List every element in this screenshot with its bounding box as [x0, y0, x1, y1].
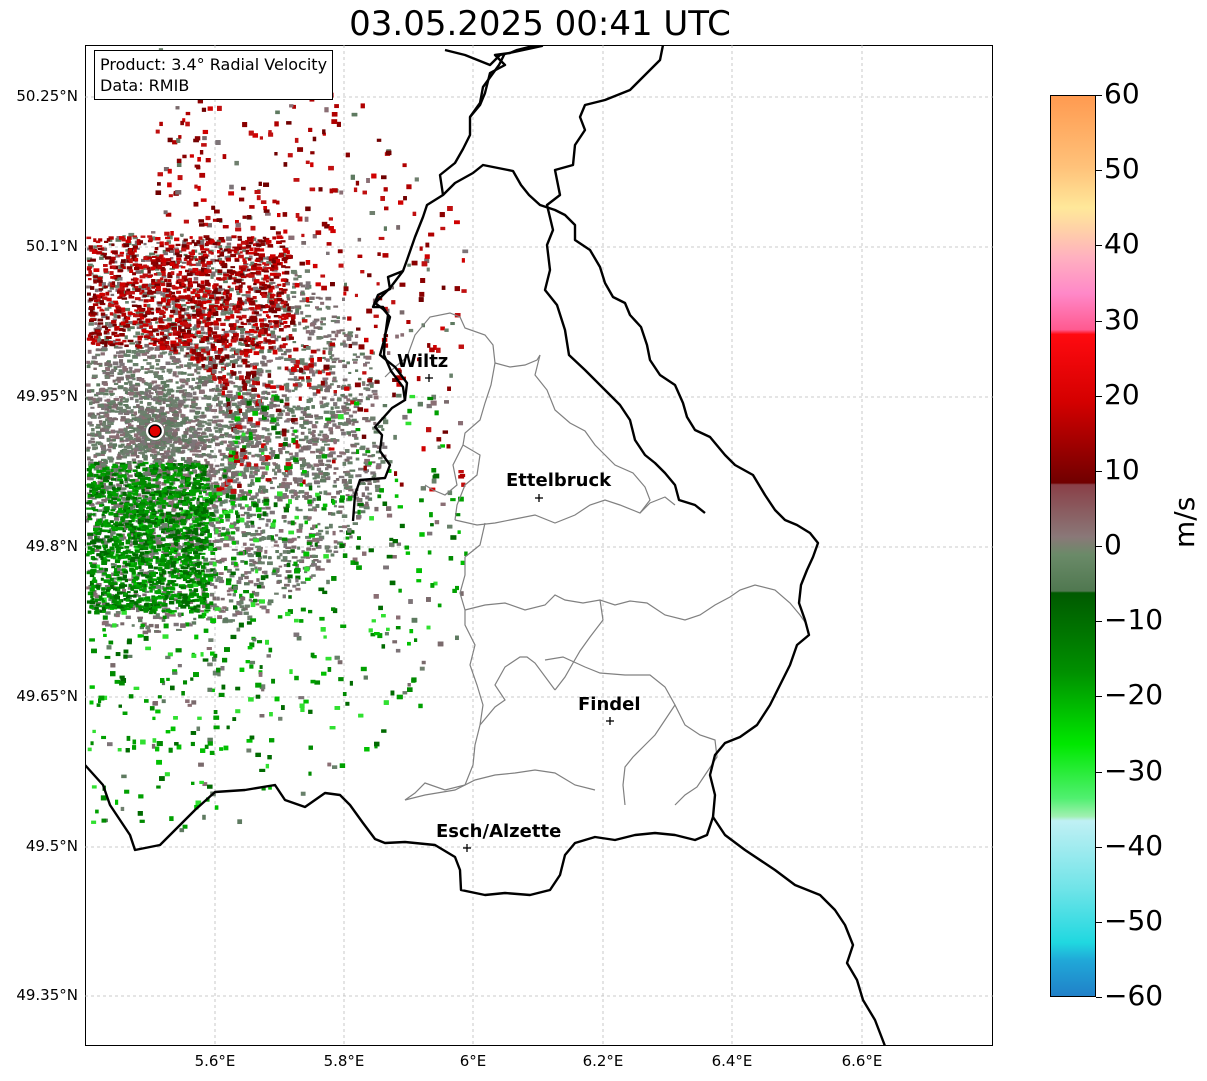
city-label-ettelbruck: Ettelbruck	[506, 470, 612, 491]
lat-tick-label: 49.65°N	[16, 687, 78, 705]
colorbar-tick-mark	[1096, 245, 1102, 247]
colorbar-tick-label: 0	[1104, 528, 1122, 561]
colorbar	[1050, 95, 1096, 997]
colorbar-tick-label: −50	[1104, 903, 1164, 937]
lon-tick-label: 6°E	[459, 1052, 487, 1070]
colorbar-tick-label: −10	[1104, 603, 1164, 637]
country-borders	[85, 45, 887, 1046]
colorbar-tick-label: 60	[1104, 77, 1140, 110]
lat-tick-label: 49.95°N	[16, 387, 78, 405]
colorbar-tick-label: −30	[1104, 753, 1164, 787]
colorbar-tick-label: 20	[1104, 377, 1140, 411]
colorbar-tick-mark	[1096, 997, 1102, 998]
map-area[interactable]	[85, 45, 993, 1046]
colorbar-tick-label: −40	[1104, 828, 1164, 862]
colorbar-tick-mark	[1096, 395, 1102, 397]
colorbar-tick-mark	[1096, 170, 1102, 172]
lat-tick-label: 49.8°N	[25, 537, 78, 555]
colorbar-tick-mark	[1096, 921, 1102, 923]
colorbar-tick-mark	[1096, 320, 1102, 322]
colorbar-tick-mark	[1096, 95, 1102, 96]
map-canvas[interactable]	[85, 45, 993, 1046]
lon-tick-label: 5.8°E	[323, 1052, 365, 1070]
city-label-wiltz: Wiltz	[397, 351, 449, 372]
colorbar-unit-label: m/s	[1168, 496, 1201, 548]
canton-borders	[384, 312, 808, 806]
colorbar-tick-label: 40	[1104, 227, 1140, 261]
radar-site-marker[interactable]	[148, 424, 162, 438]
lat-tick-label: 50.1°N	[25, 237, 78, 255]
lat-tick-label: 50.25°N	[16, 87, 78, 105]
colorbar-tick-mark	[1096, 546, 1102, 547]
colorbar-tick-label: −60	[1104, 979, 1164, 1012]
colorbar-tick-mark	[1096, 470, 1102, 472]
lon-tick-label: 6.2°E	[582, 1052, 624, 1070]
city-label-findel: Findel	[578, 694, 641, 715]
lon-tick-label: 6.4°E	[711, 1052, 753, 1070]
lat-tick-label: 49.35°N	[16, 986, 78, 1004]
city-markers	[425, 374, 614, 852]
colorbar-tick-label: 30	[1104, 302, 1140, 336]
radar-velocity-layer	[86, 48, 469, 833]
colorbar-tick-mark	[1096, 621, 1102, 623]
lon-tick-label: 6.6°E	[841, 1052, 883, 1070]
colorbar-tick-label: −20	[1104, 678, 1164, 712]
colorbar-tick-label: 50	[1104, 152, 1140, 186]
product-info-box: Product: 3.4° Radial Velocity Data: RMIB	[94, 50, 334, 100]
lat-tick-label: 49.5°N	[25, 837, 78, 855]
product-label: Product: 3.4° Radial Velocity	[100, 55, 328, 74]
colorbar-tick-label: 10	[1104, 452, 1140, 486]
colorbar-tick-mark	[1096, 846, 1102, 848]
map-frame	[85, 45, 993, 1046]
colorbar-tick-mark	[1096, 696, 1102, 698]
colorbar-tick-mark	[1096, 771, 1102, 773]
colorbar-gradient	[1050, 95, 1096, 997]
data-source-label: Data: RMIB	[100, 76, 190, 95]
city-label-esch-alzette: Esch/Alzette	[436, 821, 562, 842]
lon-tick-label: 5.6°E	[194, 1052, 236, 1070]
map-title: 03.05.2025 00:41 UTC	[349, 4, 731, 44]
